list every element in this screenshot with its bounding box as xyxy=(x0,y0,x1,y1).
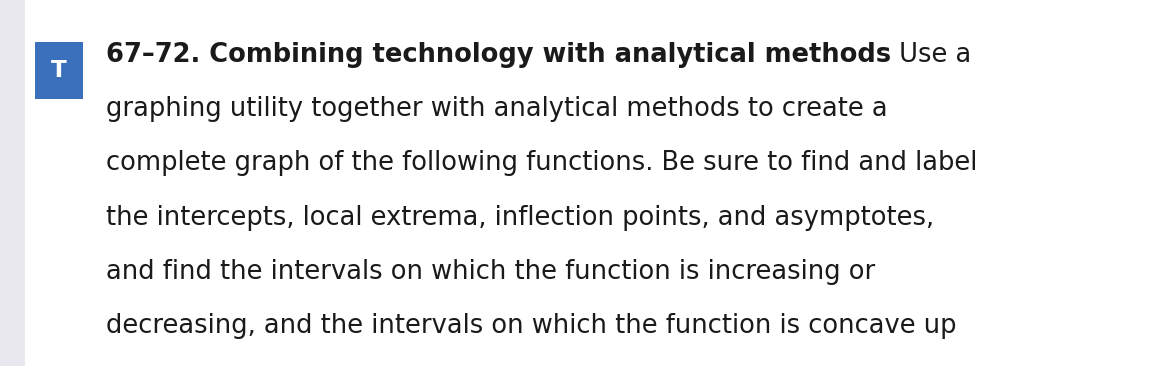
Text: and find the intervals on which the function is increasing or: and find the intervals on which the func… xyxy=(106,259,876,285)
Text: Use a: Use a xyxy=(892,42,971,68)
Text: 67–72. Combining technology with analytical methods: 67–72. Combining technology with analyti… xyxy=(106,42,892,68)
FancyBboxPatch shape xyxy=(35,42,83,99)
Text: graphing utility together with analytical methods to create a: graphing utility together with analytica… xyxy=(106,96,887,122)
Text: complete graph of the following functions. Be sure to find and label: complete graph of the following function… xyxy=(106,150,977,176)
Bar xyxy=(0,0,25,366)
Text: T: T xyxy=(51,59,67,82)
Text: the intercepts, local extrema, inflection points, and asymptotes,: the intercepts, local extrema, inflectio… xyxy=(106,205,934,231)
Text: decreasing, and the intervals on which the function is concave up: decreasing, and the intervals on which t… xyxy=(106,313,956,339)
